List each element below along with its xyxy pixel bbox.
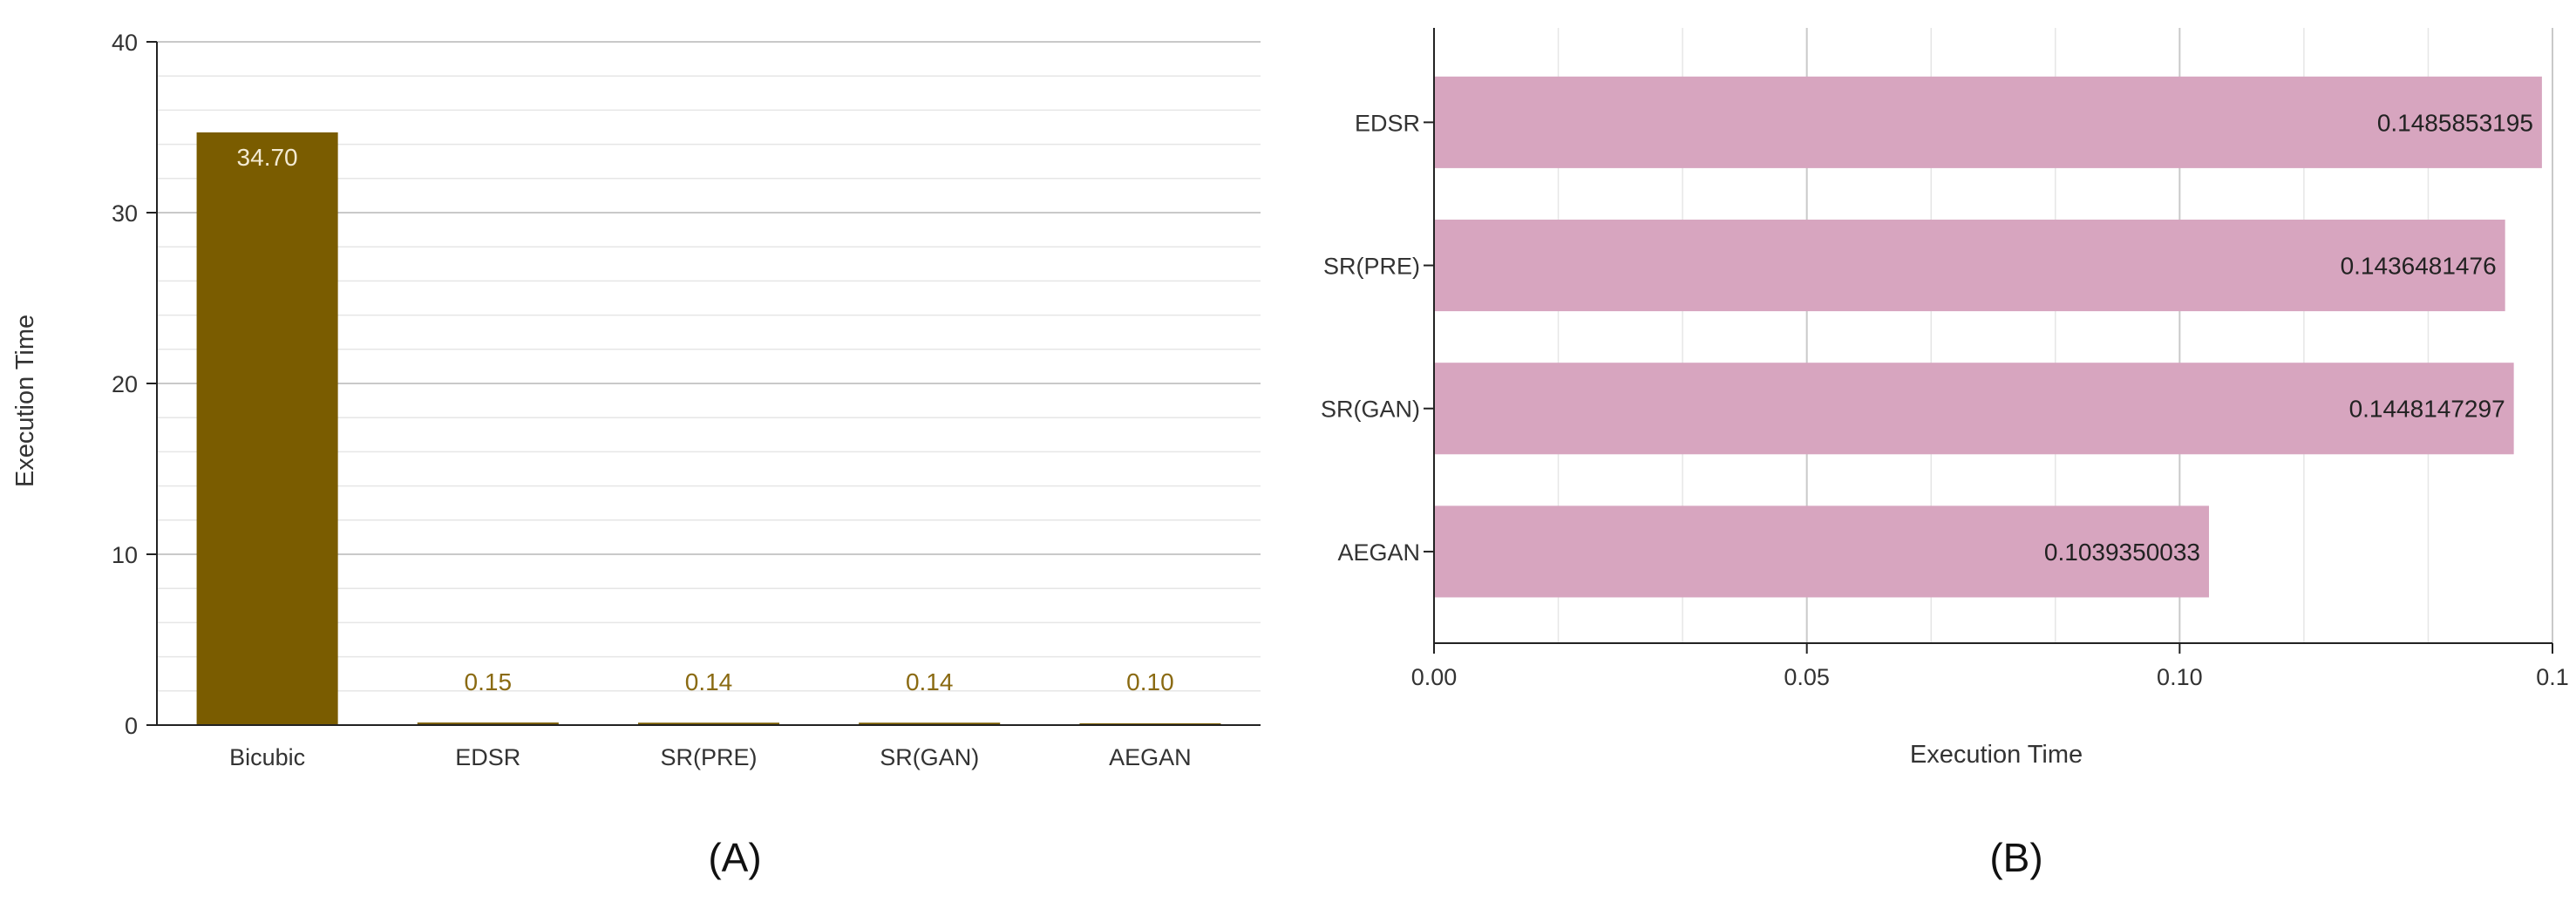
chart-a-x-tick-label: SR(GAN) [880,744,979,770]
chart-b-x-axis-label: Execution Time [1910,741,2083,769]
chart-b-y-tick-label: AEGAN [1337,539,1420,566]
chart-a-y-tick-label: 0 [125,713,138,739]
chart-a-y-tick-label: 30 [112,200,138,227]
chart-b-x-tick-label: 0.00 [1411,664,1458,690]
chart-a-x-tick-label: AEGAN [1109,744,1192,770]
chart-a: 0 10 20 30 40 Bicubic EDSR SR(PRE) SR(GAN) AEGAN… [11,30,1261,880]
chart-b-data-label: 0.1436481476 [2341,253,2497,280]
chart-a-y-axis-label: Execution Time [11,315,39,487]
chart-a-x-ticks: Bicubic EDSR SR(PRE) SR(GAN) AEGAN [229,744,1192,770]
chart-b-data-labels: 0.1485853195 0.1436481476 0.1448147297 0.10… [2044,109,2533,566]
chart-a-data-label: 0.10 [1126,668,1174,695]
chart-b-x-ticks: 0.00 0.05 0.10 0.1 [1411,643,2569,690]
chart-a-data-label: 34.70 [237,144,298,171]
chart-a-bar [196,132,338,725]
chart-a-data-label: 0.14 [906,668,954,695]
chart-b: 0.00 0.05 0.10 0.1 EDSRSR(PRE)SR(GAN)AEGAN … [1321,28,2569,880]
chart-b-x-tick-label: 0.05 [1784,664,1830,690]
chart-b-y-tick-label: EDSR [1355,110,1420,136]
chart-a-bar [859,722,1001,725]
chart-b-bar [1434,363,2514,455]
chart-b-x-tick-label: 0.10 [2157,664,2203,690]
chart-a-y-tick-label: 40 [112,30,138,56]
chart-a-y-tick-label: 10 [112,542,138,568]
chart-a-y-tick-label: 20 [112,371,138,397]
chart-a-caption: (A) [708,835,761,880]
chart-a-data-label: 0.14 [685,668,733,695]
chart-b-y-ticks: EDSR SR(PRE) SR(GAN) AEGAN [1321,110,1434,566]
chart-b-caption: (B) [1989,835,2042,880]
chart-b-x-tick-label: 0.1 [2536,664,2569,690]
chart-b-data-label: 0.1448147297 [2349,396,2505,423]
chart-a-data-label: 0.15 [465,668,513,695]
chart-b-bars [1434,76,2542,598]
chart-a-gridlines [157,41,1261,692]
chart-a-data-labels: 34.70 0.15 0.14 0.14 0.10 [237,144,1174,695]
chart-a-x-tick-label: SR(PRE) [660,744,757,770]
chart-a-bar [417,722,559,725]
chart-a-x-tick-label: Bicubic [229,744,305,770]
chart-b-data-label: 0.1039350033 [2044,539,2200,566]
chart-a-bars [196,132,1221,725]
chart-b-bar [1434,76,2542,168]
chart-b-bar [1434,505,2209,598]
chart-b-y-tick-label: SR(PRE) [1323,254,1420,280]
chart-a-y-ticks: 0 10 20 30 40 [112,30,157,739]
chart-a-bar [637,722,780,725]
chart-b-data-label: 0.1485853195 [2377,109,2533,136]
chart-b-bar [1434,220,2505,312]
chart-b-y-tick-label: SR(GAN) [1321,397,1420,423]
chart-a-x-tick-label: EDSR [455,744,520,770]
